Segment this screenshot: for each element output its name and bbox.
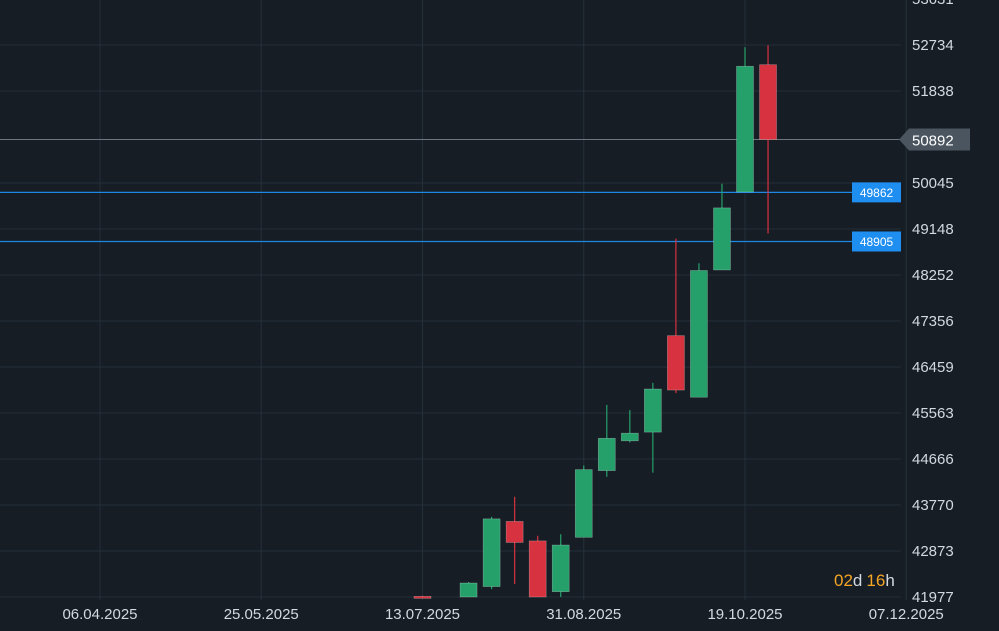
date-tick-label: 06.04.2025: [62, 606, 137, 623]
countdown-hours: 16: [866, 571, 885, 590]
candle-down[interactable]: [505, 496, 524, 585]
price-tick-label: 42873: [912, 543, 954, 560]
price-tick-label: 49148: [912, 221, 954, 238]
candle-up[interactable]: [574, 465, 593, 538]
countdown-hour-unit: h: [885, 571, 894, 590]
candle-down[interactable]: [759, 45, 777, 234]
price-tick-label: 45563: [912, 405, 954, 422]
countdown-days: 02: [834, 571, 853, 590]
price-tick-label: 43770: [912, 497, 954, 514]
candle-up[interactable]: [482, 516, 501, 590]
price-level-tag-bg: [852, 231, 901, 252]
price-level-tag[interactable]: 48905: [852, 231, 901, 252]
price-tick-label: 53631: [912, 0, 954, 8]
candle-body: [621, 432, 639, 442]
date-tick-label: 13.07.2025: [385, 606, 460, 623]
candles[interactable]: [413, 45, 777, 599]
candle-down[interactable]: [667, 238, 685, 394]
date-tick-label: 25.05.2025: [224, 606, 299, 623]
candle-up[interactable]: [551, 534, 570, 597]
price-level-tag-label: 48905: [860, 235, 894, 249]
candle-body: [644, 388, 662, 433]
candle-body: [482, 518, 501, 587]
candle-body: [736, 65, 754, 193]
candle-up[interactable]: [736, 47, 754, 193]
price-level-tag[interactable]: 49862: [852, 182, 901, 203]
price-tick-label: 51838: [912, 83, 954, 100]
candle-body: [713, 207, 731, 271]
candle-body: [528, 540, 547, 598]
candle-body: [597, 437, 616, 471]
price-tick-label: 48252: [912, 267, 954, 284]
candle-up[interactable]: [644, 382, 662, 473]
price-tick-label: 47356: [912, 313, 954, 330]
date-tick-label: 19.10.2025: [707, 606, 782, 623]
current-price-tag-label: 50892: [912, 133, 954, 150]
price-tick-label: 44666: [912, 451, 954, 468]
current-price-tag: 50892: [899, 128, 970, 151]
date-tick-label: 07.12.2025: [869, 606, 944, 623]
candle-down[interactable]: [413, 595, 432, 599]
candle-body: [413, 596, 432, 599]
candle-body: [574, 469, 593, 538]
current-price-tag-bg: [899, 128, 970, 151]
price-tick-label: 46459: [912, 359, 954, 376]
candle-body: [551, 544, 570, 593]
price-tick-label: 50045: [912, 175, 954, 192]
candle-countdown: 02d 16h: [834, 571, 895, 590]
candle-body: [667, 335, 685, 391]
price-tick-label: 41977: [912, 589, 954, 606]
date-tick-label: 31.08.2025: [546, 606, 621, 623]
price-level-tag-label: 49862: [860, 186, 894, 200]
candle-body: [690, 270, 708, 398]
candle-up[interactable]: [597, 404, 616, 477]
price-tick-label: 52734: [912, 37, 954, 54]
candle-up[interactable]: [459, 581, 478, 598]
price-level-tag-bg: [852, 182, 901, 203]
candle-up[interactable]: [621, 410, 639, 443]
candle-up[interactable]: [690, 263, 708, 398]
candle-body: [759, 64, 777, 140]
price-tags: 50892 49862 48905: [852, 128, 970, 252]
candle-body: [459, 582, 478, 598]
candle-up[interactable]: [713, 183, 731, 271]
time-axis[interactable]: 06.04.2025 25.05.2025 13.07.2025 31.08.2025…: [62, 606, 943, 623]
candle-body: [505, 521, 524, 543]
countdown-day-unit: d: [853, 571, 862, 590]
candle-down[interactable]: [528, 535, 547, 598]
